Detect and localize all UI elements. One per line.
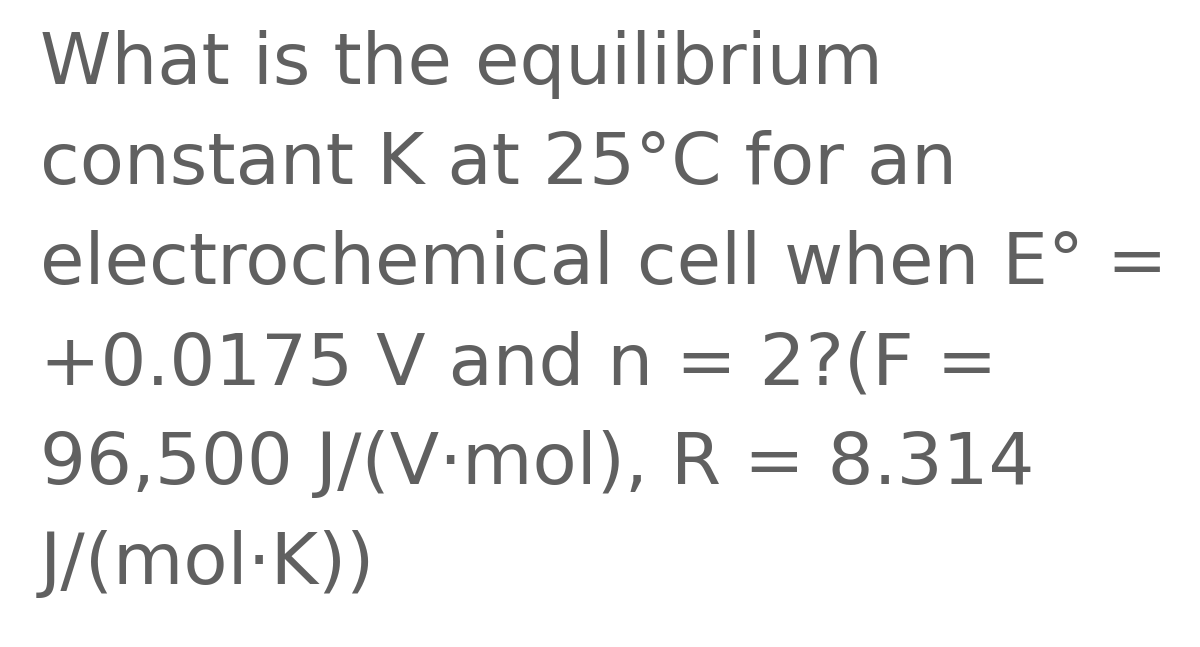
Text: electrochemical cell when E° =: electrochemical cell when E° = bbox=[40, 230, 1168, 299]
Text: J/(mol·K)): J/(mol·K)) bbox=[40, 530, 376, 599]
Text: constant K at 25°C for an: constant K at 25°C for an bbox=[40, 130, 958, 199]
Text: +0.0175 V and n = 2?(F =: +0.0175 V and n = 2?(F = bbox=[40, 330, 997, 399]
Text: 96,500 J/(V·mol), R = 8.314: 96,500 J/(V·mol), R = 8.314 bbox=[40, 430, 1034, 499]
Text: What is the equilibrium: What is the equilibrium bbox=[40, 30, 883, 99]
